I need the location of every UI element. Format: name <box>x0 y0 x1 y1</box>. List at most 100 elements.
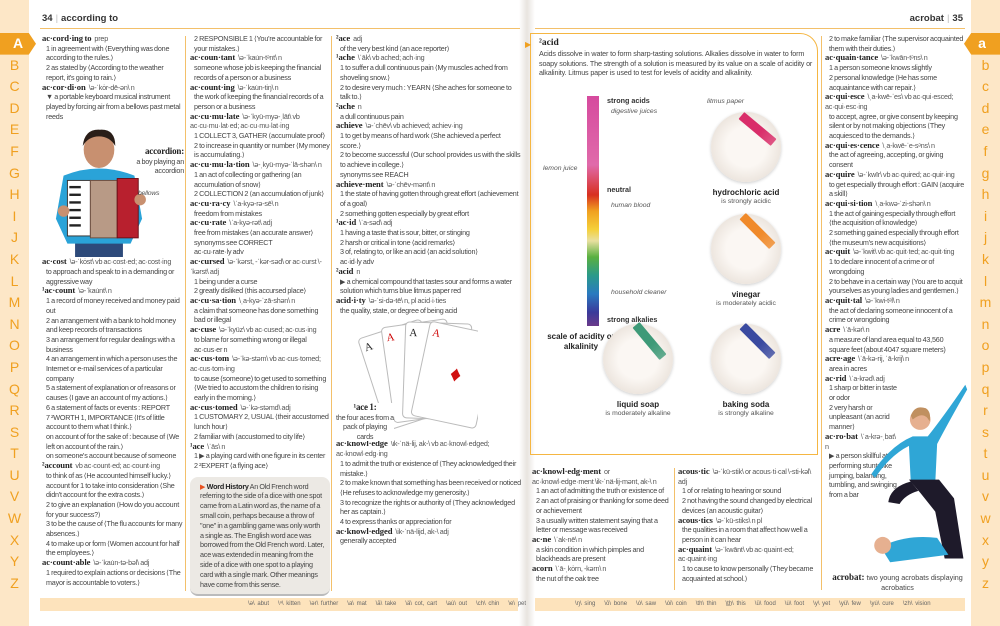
letter-tab[interactable]: y <box>982 553 989 570</box>
definition: ac·cu·rate·ly adv <box>194 247 244 257</box>
letter-tab[interactable]: u <box>981 466 990 483</box>
letter-tab[interactable]: M <box>8 294 21 311</box>
entry-info: adj <box>353 34 363 43</box>
letter-tab[interactable]: S <box>9 423 20 440</box>
letter-tab[interactable]: C <box>9 78 20 95</box>
letter-tab[interactable]: J <box>11 229 18 246</box>
diamond-suit-icon: ♦ <box>448 361 464 388</box>
letter-tab[interactable]: t <box>983 445 988 462</box>
column-4: ac·knowl·edg·ment or ac·knowl·edge·ment \… <box>532 466 672 583</box>
acrobats-image <box>871 384 968 563</box>
entry-info: \ˈa-səd\ adj <box>359 218 393 228</box>
letter-tab[interactable]: h <box>981 186 990 203</box>
definition: a skin condition in which pimples and bl… <box>536 544 644 564</box>
letter-tab[interactable]: X <box>9 531 20 548</box>
letter-tab[interactable]: P <box>9 358 20 375</box>
letter-tab[interactable]: z <box>982 574 989 591</box>
definition: 3 of, relating to, or like an acid ⟨an a… <box>340 247 478 257</box>
letter-tab[interactable]: O <box>9 337 20 354</box>
letter-tab[interactable]: v <box>982 488 989 505</box>
letter-tab[interactable]: n <box>981 315 990 332</box>
letter-tab[interactable]: q <box>981 380 990 397</box>
letter-tab[interactable]: g <box>981 164 990 181</box>
dictionary-entry: ac·coun·tant \ə-ˈkau̇n-tᵊnt\ n someone who… <box>190 53 330 82</box>
dictionary-entry: ²ache n a dull continuous pain <box>336 100 521 121</box>
letter-tab[interactable]: E <box>9 121 20 138</box>
definition: 2 very harsh or unpleasant ⟨an acrid man… <box>829 402 890 432</box>
letter-tab[interactable]: o <box>981 337 990 354</box>
letter-tab[interactable]: U <box>9 466 20 483</box>
definition: 2 RESPONSIBLE 1 ⟨You're accountable for … <box>194 34 323 53</box>
definition: 7 ²WORTH 1, IMPORTANCE ⟨It's of little a… <box>46 412 165 432</box>
dictionary-entry: ac·cu·ra·cy \ˈa-kyə-rə-sē\ n freedom from … <box>190 198 330 218</box>
entry-info: \ˈā-kə-rij, ˈā-krij\ n <box>858 354 909 364</box>
entry-info: \ˈa-kyə-rət\ adj <box>229 218 272 228</box>
letter-tab[interactable]: r <box>983 402 988 419</box>
definition: free from mistakes ⟨an accurate answer⟩ <box>194 228 314 238</box>
letter-tab[interactable]: b <box>981 56 990 73</box>
letter-tab[interactable]: c <box>982 78 989 95</box>
letter-tab[interactable]: Z <box>10 574 19 591</box>
dictionary-entry: ac·cursed \ə-ˈkərst, -ˈkər-səd\ or ac·cur… <box>190 256 330 296</box>
definition: the qualities in a room that affect how … <box>682 525 808 544</box>
letter-tab[interactable]: D <box>9 99 20 116</box>
letter-tab[interactable]: H <box>9 186 20 203</box>
definition: area in acres <box>829 363 867 373</box>
letter-tab[interactable]: T <box>10 445 19 462</box>
entry-info: \ə-ˈkwān-tᵊns\ n <box>881 53 928 63</box>
page-number: 34 <box>42 13 53 24</box>
letter-tab[interactable]: A <box>0 33 36 55</box>
column-divider <box>821 36 822 590</box>
definition: 3 a usually written statement saying tha… <box>536 515 658 535</box>
letter-tab[interactable]: W <box>7 510 22 527</box>
pronunciation-symbol: \ü\ food <box>754 601 776 607</box>
definition: 1 a person someone knows slightly <box>829 63 932 73</box>
letter-tab[interactable]: I <box>12 207 17 224</box>
letter-tab[interactable]: p <box>981 358 990 375</box>
headword: ²account <box>42 460 73 471</box>
headword: ac·count·ing <box>190 81 235 92</box>
definition: on someone's account because of someone <box>46 451 177 461</box>
definition: 2 an act of praising or thanking for som… <box>536 496 669 515</box>
caption-text: two young acrobats displaying acrobatics <box>866 573 963 592</box>
letter-tab[interactable]: j <box>983 229 988 246</box>
letter-tab[interactable]: m <box>979 294 992 311</box>
letter-tab[interactable]: F <box>10 142 19 159</box>
letter-tab[interactable]: a <box>964 33 1000 55</box>
definition: 1 the act of gaining especially through … <box>829 208 956 228</box>
letter-tab[interactable]: N <box>9 315 20 332</box>
letter-tab[interactable]: l <box>983 272 988 289</box>
entry-info: \ə-ˈkau̇nt\ n <box>78 286 112 296</box>
letter-tab[interactable]: R <box>9 402 20 419</box>
letter-tab[interactable]: K <box>9 250 20 267</box>
entry-info: \ə-ˈkwīr\ vb ac·quired; ac·quir·ing <box>857 169 955 179</box>
pronunciation-symbol: \yü\ few <box>839 601 861 607</box>
letter-tab[interactable]: G <box>9 164 20 181</box>
letter-tab[interactable]: x <box>982 531 989 548</box>
definition: ▶ a chemical compound that tastes sour a… <box>340 276 512 296</box>
letter-tab[interactable]: k <box>982 250 989 267</box>
headword: ²ache <box>336 100 355 111</box>
definition: 2 harsh or critical in tone ⟨acid remark… <box>340 237 456 247</box>
letter-tab[interactable]: i <box>983 207 988 224</box>
letter-tab[interactable]: f <box>983 142 988 159</box>
letter-tab[interactable]: s <box>982 423 989 440</box>
letter-tab[interactable]: V <box>9 488 20 505</box>
letter-tab[interactable]: d <box>981 99 990 116</box>
letter-tab[interactable]: e <box>981 121 990 138</box>
caption-text: a boy playing an accordion <box>136 156 184 176</box>
dish-description: is moderately acidic <box>716 300 776 307</box>
pronunciation-symbol: \a\ mat <box>347 601 367 607</box>
letter-tab[interactable]: Q <box>9 380 20 397</box>
definition: 6 a statement of facts or events : REPOR… <box>46 402 170 412</box>
headword: ac·quire <box>825 168 855 179</box>
definition: 2 greatly disliked ⟨this accursed place⟩ <box>194 286 307 296</box>
letter-tab[interactable]: Y <box>9 553 20 570</box>
letter-tab[interactable]: B <box>9 56 20 73</box>
dictionary-entry: ac·quire \ə-ˈkwīr\ vb ac·quired; ac·quir·… <box>825 168 965 199</box>
definition: 2 not having the sound changed by electr… <box>682 496 812 515</box>
letter-tab[interactable]: w <box>980 510 991 527</box>
letter-tab[interactable]: L <box>10 272 19 289</box>
entry-info: \ˈāk\ vb ached; ach·ing <box>357 53 425 63</box>
